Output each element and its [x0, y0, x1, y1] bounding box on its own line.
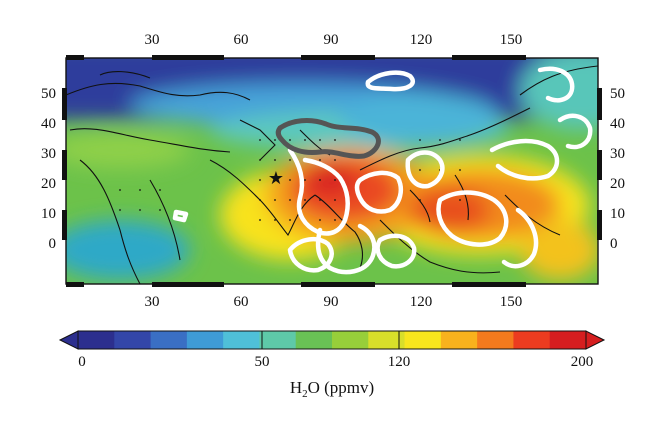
lat-label-left-10: 10: [41, 206, 56, 222]
coastlines: [66, 65, 598, 284]
lon-label-top-120: 120: [410, 32, 433, 48]
lon-label-top-90: 90: [324, 32, 339, 48]
colorbar-label-0: 0: [78, 354, 86, 370]
lon-label-bottom-120: 120: [410, 294, 433, 310]
grey-contour: [275, 118, 381, 159]
star-marker: ★: [268, 168, 284, 189]
lon-label-top-30: 30: [145, 32, 160, 48]
lat-label-left-0: 0: [49, 236, 57, 252]
colorbar-title: H2O (ppmv): [290, 378, 374, 400]
colorbar-label-120: 120: [388, 354, 411, 370]
lat-label-right-20: 20: [610, 176, 625, 192]
lon-label-top-150: 150: [500, 32, 523, 48]
colorbar-title-subscript: 2: [302, 388, 308, 400]
colorbar: 0 50 120 200 H2O (ppmv): [58, 330, 606, 400]
lat-label-left-40: 40: [41, 116, 56, 132]
lat-label-right-50: 50: [610, 86, 625, 102]
colorbar-swatch: [404, 331, 442, 349]
colorbar-swatch: [78, 331, 115, 349]
colorbar-swatch: [186, 331, 224, 349]
frame-ticks: [62, 55, 602, 287]
lon-labels-bottom: 30 60 90 120 150: [145, 294, 523, 310]
colorbar-swatch: [259, 331, 297, 349]
lat-labels-right: 50 40 30 20 10 0: [610, 86, 625, 252]
lon-label-bottom-90: 90: [324, 294, 339, 310]
colorbar-swatch: [223, 331, 261, 349]
colorbar-swatch: [549, 331, 587, 349]
lon-label-bottom-30: 30: [145, 294, 160, 310]
lat-label-right-10: 10: [610, 206, 625, 222]
colorbar-swatches: [78, 331, 587, 349]
lat-label-left-20: 20: [41, 176, 56, 192]
colorbar-arrow-right: [585, 330, 606, 350]
colorbar-title-suffix: O (ppmv): [308, 378, 375, 397]
lat-label-right-40: 40: [610, 116, 625, 132]
lat-labels-left: 50 40 30 20 10 0: [41, 86, 56, 252]
lon-label-bottom-150: 150: [500, 294, 523, 310]
colorbar-frame: [77, 330, 587, 350]
colorbar-label-50: 50: [255, 354, 270, 370]
colorbar-swatch: [295, 331, 333, 349]
colorbar-label-200: 200: [571, 354, 594, 370]
colorbar-swatch: [368, 331, 406, 349]
lon-label-bottom-60: 60: [234, 294, 249, 310]
lon-label-top-60: 60: [234, 32, 249, 48]
lat-label-left-30: 30: [41, 146, 56, 162]
water-vapour-field: [66, 58, 598, 284]
colorbar-title-prefix: H: [290, 378, 302, 397]
lat-label-right-0: 0: [610, 236, 618, 252]
colorbar-swatch: [150, 331, 188, 349]
lat-label-right-30: 30: [610, 146, 625, 162]
colorbar-swatch: [114, 331, 152, 349]
colorbar-swatch: [440, 331, 478, 349]
lat-label-left-50: 50: [41, 86, 56, 102]
colorbar-swatch: [513, 331, 551, 349]
white-contours: [172, 66, 593, 275]
lon-labels-top: 30 60 90 120 150: [145, 32, 523, 48]
colorbar-swatch: [332, 331, 369, 349]
colorbar-arrow-left: [58, 330, 79, 350]
colorbar-swatch: [477, 331, 515, 349]
